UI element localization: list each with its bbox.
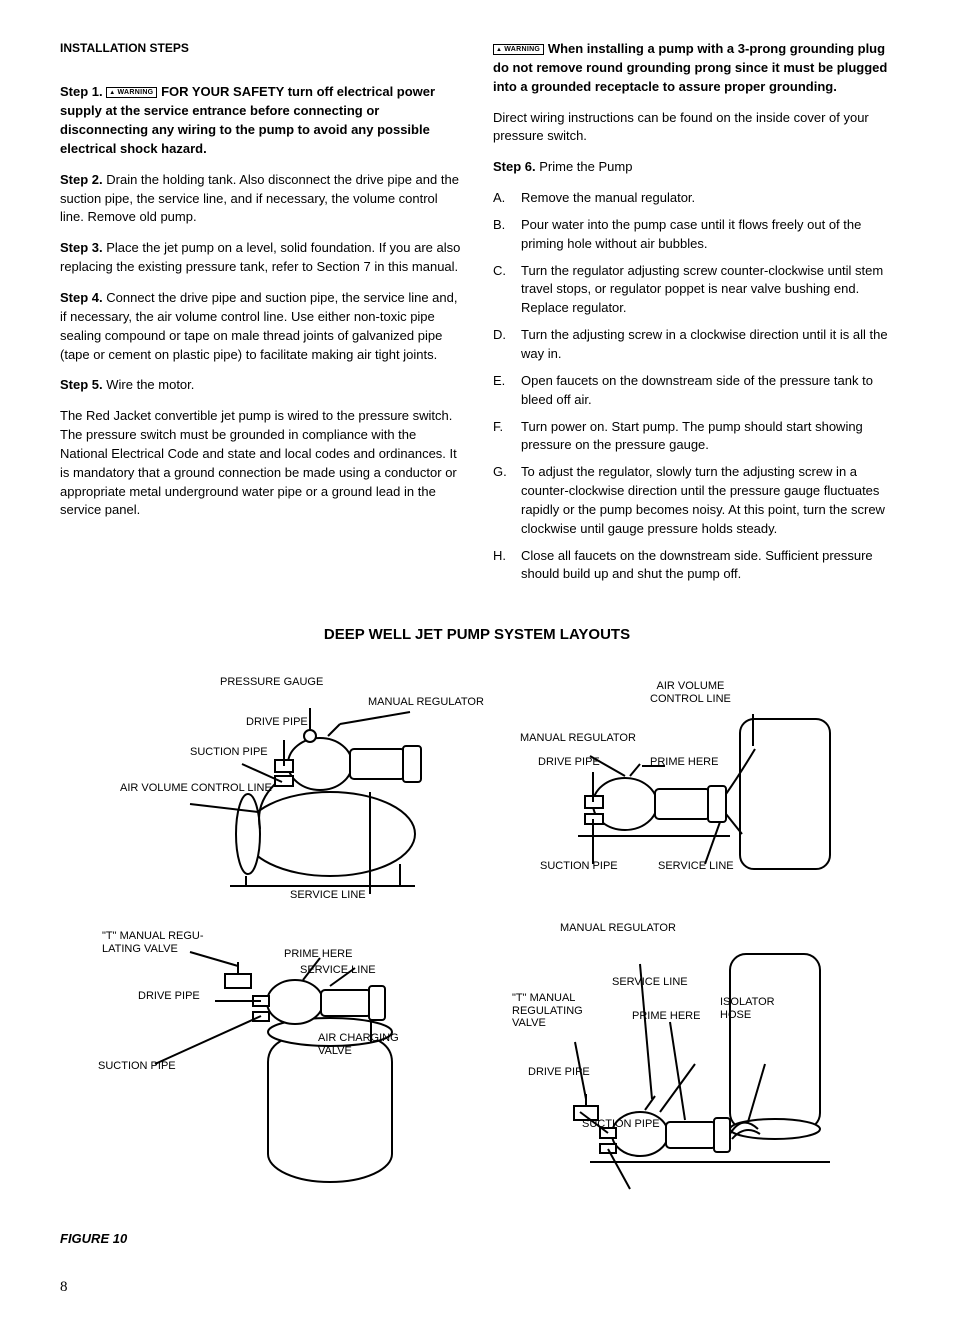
list-item: B.Pour water into the pump case until it… bbox=[493, 216, 894, 254]
section-title: INSTALLATION STEPS bbox=[60, 40, 461, 57]
label-suction-pipe: SUCTION PIPE bbox=[540, 860, 618, 873]
wiring-paragraph: The Red Jacket convertible jet pump is w… bbox=[60, 407, 461, 520]
step6-text: Prime the Pump bbox=[539, 159, 632, 174]
list-item: A.Remove the manual regulator. bbox=[493, 189, 894, 208]
label-prime-here: PRIME HERE bbox=[632, 1010, 700, 1023]
label-suction-pipe: SUCTION PIPE bbox=[582, 1118, 660, 1131]
label-t-valve: "T" MANUAL REGULATING VALVE bbox=[512, 992, 583, 1030]
step4-label: Step 4. bbox=[60, 290, 103, 305]
text-columns: INSTALLATION STEPS Step 1. WARNING FOR Y… bbox=[60, 40, 894, 592]
label-service-line: SERVICE LINE bbox=[612, 976, 688, 989]
label-service-line: SERVICE LINE bbox=[658, 860, 734, 873]
step4: Step 4. Connect the drive pipe and sucti… bbox=[60, 289, 461, 364]
label-drive-pipe: DRIVE PIPE bbox=[246, 716, 308, 729]
label-avcl: AIR VOLUME CONTROL LINE bbox=[650, 680, 731, 705]
label-drive-pipe: DRIVE PIPE bbox=[528, 1066, 590, 1079]
label-prime-here: PRIME HERE bbox=[650, 756, 718, 769]
label-drive-pipe: DRIVE PIPE bbox=[538, 756, 600, 769]
step3-text: Place the jet pump on a level, solid fou… bbox=[60, 240, 460, 274]
step5-label: Step 5. bbox=[60, 377, 103, 392]
left-column: INSTALLATION STEPS Step 1. WARNING FOR Y… bbox=[60, 40, 461, 592]
step1-label: Step 1. bbox=[60, 84, 103, 99]
label-suction-pipe: SUCTION PIPE bbox=[190, 746, 268, 759]
label-manual-regulator: MANUAL REGULATOR bbox=[520, 732, 636, 745]
step5: Step 5. Wire the motor. bbox=[60, 376, 461, 395]
diagram-title: DEEP WELL JET PUMP SYSTEM LAYOUTS bbox=[60, 624, 894, 646]
label-service-line: SERVICE LINE bbox=[290, 889, 366, 902]
warning-icon: WARNING bbox=[106, 87, 157, 98]
label-t-valve: "T" MANUAL REGU- LATING VALVE bbox=[102, 930, 204, 955]
right-column: WARNING When installing a pump with a 3-… bbox=[493, 40, 894, 592]
label-drive-pipe: DRIVE PIPE bbox=[138, 990, 200, 1003]
step2-text: Drain the holding tank. Also disconnect … bbox=[60, 172, 459, 225]
step4-text: Connect the drive pipe and suction pipe,… bbox=[60, 290, 457, 362]
label-isolator-hose: ISOLATOR HOSE bbox=[720, 996, 775, 1021]
list-item: F.Turn power on. Start pump. The pump sh… bbox=[493, 418, 894, 456]
list-item: G.To adjust the regulator, slowly turn t… bbox=[493, 463, 894, 538]
step3: Step 3. Place the jet pump on a level, s… bbox=[60, 239, 461, 277]
step6: Step 6. Prime the Pump bbox=[493, 158, 894, 177]
label-manual-regulator: MANUAL REGULATOR bbox=[560, 922, 676, 935]
step1: Step 1. WARNING FOR YOUR SAFETY turn off… bbox=[60, 83, 461, 158]
list-item: E.Open faucets on the downstream side of… bbox=[493, 372, 894, 410]
list-item: D.Turn the adjusting screw in a clockwis… bbox=[493, 326, 894, 364]
label-service-line: SERVICE LINE bbox=[300, 964, 376, 977]
diagram-area: PRESSURE GAUGE MANUAL REGULATOR DRIVE PI… bbox=[60, 664, 894, 1224]
label-prime-here: PRIME HERE bbox=[284, 948, 352, 961]
right-warning-block: WARNING When installing a pump with a 3-… bbox=[493, 40, 894, 97]
list-item: C.Turn the regulator adjusting screw cou… bbox=[493, 262, 894, 319]
step3-label: Step 3. bbox=[60, 240, 103, 255]
prime-sublist: A.Remove the manual regulator. B.Pour wa… bbox=[493, 189, 894, 584]
step2: Step 2. Drain the holding tank. Also dis… bbox=[60, 171, 461, 228]
label-avcl: AIR VOLUME CONTROL LINE bbox=[120, 782, 272, 795]
right-warning-text: When installing a pump with a 3-prong gr… bbox=[493, 41, 887, 94]
step6-label: Step 6. bbox=[493, 159, 536, 174]
direct-wiring-text: Direct wiring instructions can be found … bbox=[493, 109, 894, 147]
label-manual-regulator: MANUAL REGULATOR bbox=[368, 696, 484, 709]
warning-icon: WARNING bbox=[493, 44, 544, 55]
label-pressure-gauge: PRESSURE GAUGE bbox=[220, 676, 323, 689]
step2-label: Step 2. bbox=[60, 172, 103, 187]
list-item: H.Close all faucets on the downstream si… bbox=[493, 547, 894, 585]
figure-caption: FIGURE 10 bbox=[60, 1230, 894, 1249]
label-air-charging: AIR CHARGING VALVE bbox=[318, 1032, 399, 1057]
label-suction-pipe: SUCTION PIPE bbox=[98, 1060, 176, 1073]
page-number: 8 bbox=[60, 1277, 894, 1299]
step5-text: Wire the motor. bbox=[106, 377, 194, 392]
